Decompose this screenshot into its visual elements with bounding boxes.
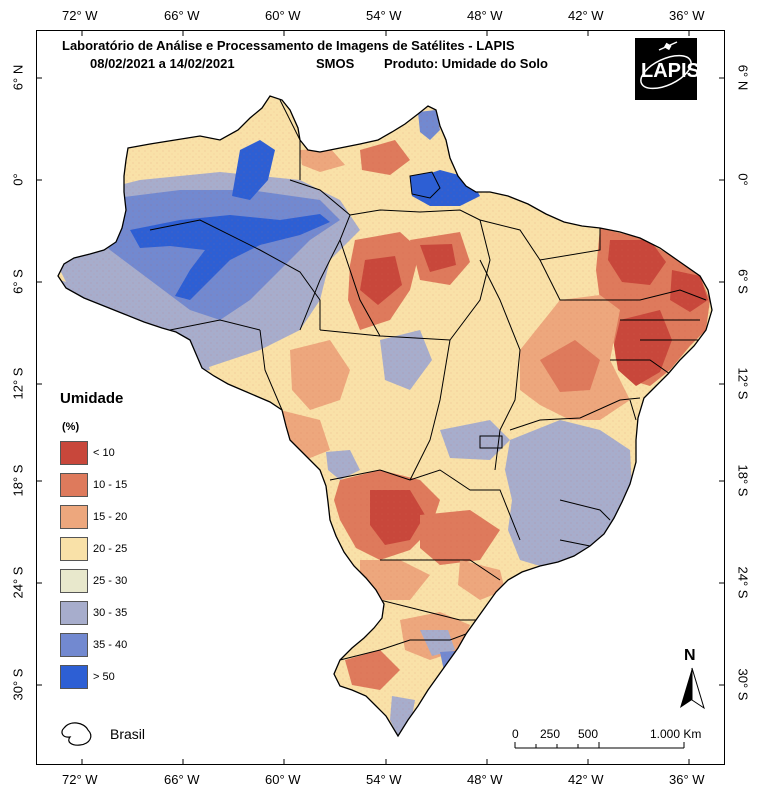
legend-unit: (%)	[62, 421, 80, 433]
lon-tick-bottom-42w: 42° W	[568, 772, 604, 787]
legend-label: 10 - 15	[93, 479, 128, 491]
map-period: 08/02/2021 a 14/02/2021	[90, 56, 235, 71]
scale-label-0: 0	[512, 727, 519, 741]
lon-tick-top-48w: 48° W	[467, 8, 503, 23]
legend-label: < 10	[93, 447, 115, 459]
lon-tick-top-66w: 66° W	[164, 8, 200, 23]
legend-label: 35 - 40	[93, 639, 128, 651]
brasil-label: Brasil	[110, 726, 146, 742]
legend-label: > 50	[93, 671, 115, 683]
map-sensor: SMOS	[316, 56, 355, 71]
legend-swatch	[60, 473, 88, 497]
legend-swatch	[60, 601, 88, 625]
lon-tick-bottom-36w: 36° W	[669, 772, 705, 787]
legend-swatch	[60, 569, 88, 593]
scale-label-500: 500	[578, 727, 599, 741]
satellite-icon	[640, 41, 692, 90]
lon-tick-bottom-48w: 48° W	[467, 772, 503, 787]
legend-swatch	[60, 441, 88, 465]
lon-tick-bottom-66w: 66° W	[164, 772, 200, 787]
legend-label: 25 - 30	[93, 575, 128, 587]
lon-tick-top-72w: 72° W	[62, 8, 98, 23]
logo-text: LAPIS	[641, 60, 700, 82]
map-title: Laboratório de Análise e Processamento d…	[62, 38, 515, 53]
legend-label: 30 - 35	[93, 607, 128, 619]
legend-swatch	[60, 505, 88, 529]
lon-tick-top-36w: 36° W	[669, 8, 705, 23]
scale-label-1000: 1.000 Km	[650, 727, 702, 741]
lon-tick-bottom-60w: 60° W	[265, 772, 301, 787]
lon-tick-bottom-54w: 54° W	[366, 772, 402, 787]
legend-swatch	[60, 665, 88, 689]
lon-tick-top-54w: 54° W	[366, 8, 402, 23]
map-product: Produto: Umidade do Solo	[384, 56, 548, 71]
lon-tick-top-60w: 60° W	[265, 8, 301, 23]
scale-label-250: 250	[540, 727, 561, 741]
lapis-logo: LAPIS	[635, 38, 700, 100]
lon-tick-top-42w: 42° W	[568, 8, 604, 23]
legend-title: Umidade	[60, 390, 124, 407]
legend-label: 15 - 20	[93, 511, 128, 523]
legend-swatch	[60, 537, 88, 561]
legend-swatch	[60, 633, 88, 657]
legend-label: 20 - 25	[93, 543, 128, 555]
lon-tick-bottom-72w: 72° W	[62, 772, 98, 787]
north-label: N	[684, 647, 696, 664]
